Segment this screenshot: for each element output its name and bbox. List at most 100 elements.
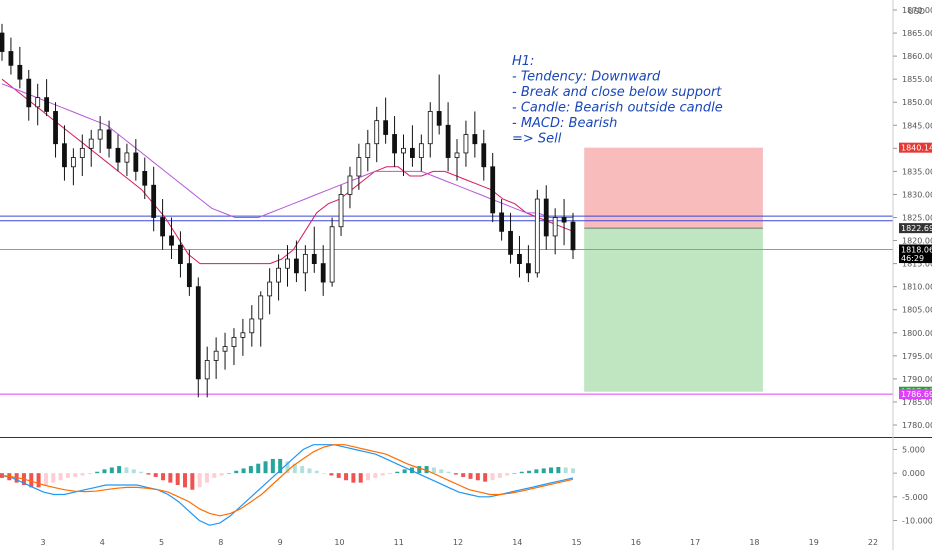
time-tick-label: 5 bbox=[159, 538, 164, 547]
candle-body bbox=[401, 147, 406, 154]
macd-histogram-bar bbox=[556, 467, 561, 474]
candle-body bbox=[463, 134, 469, 154]
macd-histogram-bar bbox=[175, 473, 180, 485]
macd-histogram-bar bbox=[446, 471, 451, 474]
price-badge-label: 46:29 bbox=[901, 254, 924, 263]
price-badge bbox=[899, 389, 932, 400]
time-tick-label: 15 bbox=[571, 538, 581, 547]
time-tick-label: 3 bbox=[40, 538, 45, 547]
candle-body bbox=[383, 120, 389, 135]
candle-body bbox=[410, 147, 415, 158]
candle-body bbox=[151, 184, 157, 218]
candle-body bbox=[481, 143, 487, 168]
macd-tick-label: 5.000 bbox=[902, 445, 925, 454]
time-tick-label: 16 bbox=[631, 538, 641, 547]
macd-histogram-bar bbox=[475, 473, 480, 481]
macd-histogram-bar bbox=[366, 473, 371, 481]
candle-body bbox=[356, 157, 362, 177]
macd-histogram-bar bbox=[512, 473, 517, 474]
macd-histogram-bar bbox=[153, 473, 158, 477]
macd-histogram-bar bbox=[402, 469, 407, 474]
candle-body bbox=[62, 143, 67, 168]
price-badge bbox=[899, 223, 932, 234]
macd-histogram-bar bbox=[314, 470, 319, 474]
time-tick-label: 14 bbox=[512, 538, 522, 547]
candle-body bbox=[204, 360, 210, 380]
candle-body bbox=[436, 111, 442, 126]
macd-histogram-bar bbox=[29, 473, 34, 488]
candle-body bbox=[525, 263, 531, 274]
candle-body bbox=[160, 217, 165, 237]
candle-body bbox=[258, 295, 264, 320]
annotation-line: => Sell bbox=[512, 132, 562, 147]
macd-tick-label: 0.000 bbox=[902, 469, 925, 478]
macd-histogram-bar bbox=[395, 471, 400, 474]
candle-body bbox=[249, 318, 255, 334]
macd-histogram-bar bbox=[417, 466, 422, 474]
macd-histogram-bar bbox=[424, 466, 429, 474]
candle-body bbox=[472, 134, 478, 145]
macd-histogram-bar bbox=[109, 467, 114, 474]
candle-body bbox=[285, 258, 290, 269]
candle-body bbox=[552, 217, 558, 237]
candle-body bbox=[508, 230, 513, 255]
candle-body bbox=[35, 97, 41, 108]
candle-body bbox=[329, 226, 335, 283]
currency-label: USD bbox=[908, 7, 925, 16]
candle-body bbox=[392, 134, 397, 154]
price-tick-label: 1860.000 bbox=[902, 52, 932, 61]
horizontal-lines[interactable] bbox=[0, 215, 893, 395]
price-tick-label: 1790.000 bbox=[902, 375, 932, 384]
price-tick-label: 1780.000 bbox=[902, 421, 932, 430]
price-tick-label: 1830.000 bbox=[902, 190, 932, 199]
price-tick-label: 1815.000 bbox=[902, 260, 932, 269]
candle-body bbox=[276, 267, 281, 283]
price-tick-label: 1795.000 bbox=[902, 352, 932, 361]
macd-histogram-bar bbox=[490, 473, 495, 481]
price-badge bbox=[899, 142, 932, 153]
macd-histogram-bar bbox=[307, 468, 312, 474]
macd-histogram-bar bbox=[549, 467, 554, 474]
macd-histogram-bar bbox=[43, 473, 48, 485]
macd-histogram-bar bbox=[234, 470, 239, 474]
candle-body bbox=[186, 263, 192, 288]
price-tick-label: 1850.000 bbox=[902, 98, 932, 107]
candle-body bbox=[561, 217, 567, 223]
price-tick-label: 1855.000 bbox=[902, 75, 932, 84]
candle-body bbox=[374, 120, 380, 145]
candle-body bbox=[534, 198, 540, 274]
macd-histogram-bar bbox=[468, 473, 473, 479]
macd-histogram-bar bbox=[117, 466, 122, 474]
time-tick-label: 19 bbox=[809, 538, 819, 547]
price-tick-label: 1820.000 bbox=[902, 237, 932, 246]
candle-body bbox=[294, 258, 299, 274]
macd-histogram-bar bbox=[505, 473, 510, 476]
candle-body bbox=[124, 152, 130, 163]
macd-histogram-bar bbox=[322, 473, 327, 474]
candle-body bbox=[79, 147, 85, 158]
candle-body bbox=[338, 194, 344, 228]
annotation-line: - Candle: Bearish outside candle bbox=[512, 101, 723, 116]
candle-body bbox=[302, 253, 308, 274]
candle-body bbox=[88, 138, 94, 149]
candle-body bbox=[133, 152, 139, 172]
candle-body bbox=[427, 111, 433, 145]
time-tick-label: 11 bbox=[394, 538, 404, 547]
candle-body bbox=[115, 147, 121, 163]
candle-body bbox=[231, 336, 237, 348]
signal-line bbox=[1, 444, 574, 517]
macd-histogram-bar bbox=[146, 473, 151, 475]
price-tick-label: 1800.000 bbox=[902, 329, 932, 338]
macd-histogram-bar bbox=[256, 463, 261, 474]
macd-histogram-bar bbox=[358, 473, 363, 483]
macd-histogram-bar bbox=[161, 473, 166, 481]
candle-body bbox=[320, 263, 326, 283]
price-badge-label: 1822.692 bbox=[901, 224, 932, 233]
short-position-tool[interactable] bbox=[584, 147, 763, 392]
macd-tick-label: -10.000 bbox=[902, 517, 932, 526]
macd-histogram-bar bbox=[431, 467, 436, 474]
candle-body bbox=[311, 253, 317, 265]
macd-histogram-bar bbox=[336, 473, 341, 478]
price-badge bbox=[899, 244, 932, 255]
